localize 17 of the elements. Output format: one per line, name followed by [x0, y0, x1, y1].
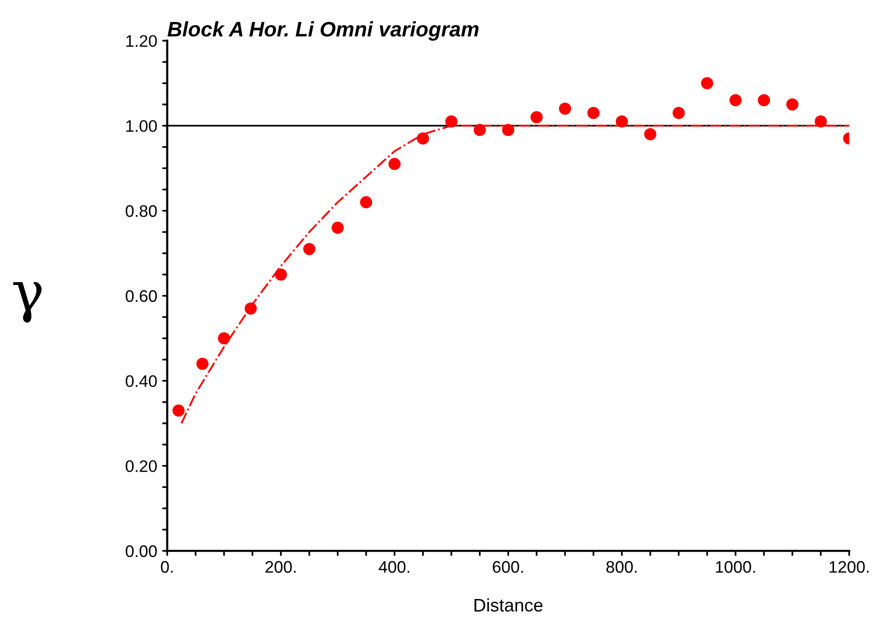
x-tick-label: 1000. [716, 561, 755, 573]
x-tick-label: 200. [265, 561, 296, 573]
y-axis-title: γ [13, 282, 42, 323]
x-tick-label: 1200. [830, 561, 869, 573]
y-tick-label: 0.80 [126, 205, 157, 217]
x-tick-label: 400. [378, 561, 410, 573]
x-tick-label: 600. [492, 561, 523, 573]
y-tick-label: 0.60 [126, 290, 157, 302]
y-tick-label: 0.20 [126, 460, 157, 472]
chart-title: Block A Hor. Li Omni variogram [168, 21, 479, 41]
y-tick-label: 1.20 [126, 35, 157, 47]
x-tick-label: 800. [606, 561, 637, 573]
y-tick-label: 0.40 [126, 375, 157, 388]
y-tick-label: 0.00 [126, 545, 157, 558]
x-tick-label: 0. [160, 561, 173, 573]
x-axis-title: Distance [474, 598, 543, 612]
y-tick-label: 1.00 [126, 120, 157, 132]
